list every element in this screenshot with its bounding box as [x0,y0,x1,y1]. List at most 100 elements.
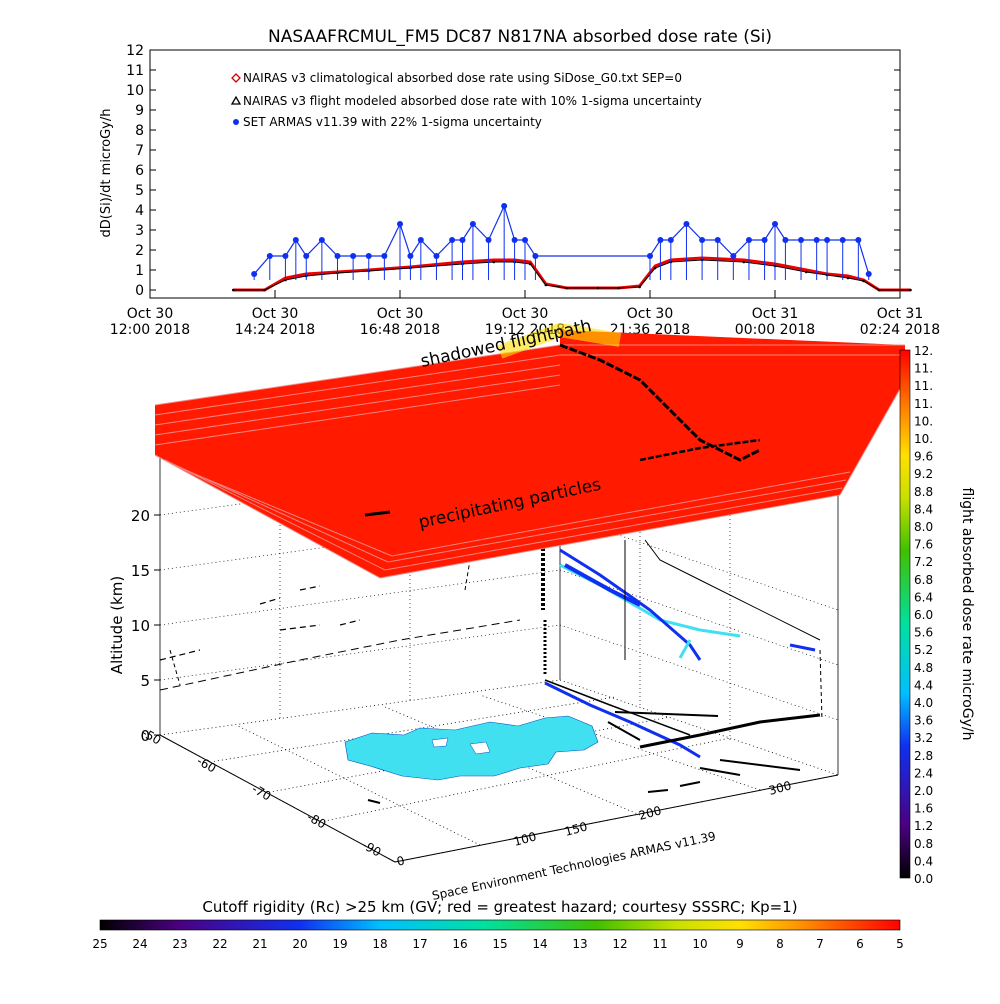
colorbar-bottom-tick-label: 20 [292,937,307,951]
y-tick-label: 8 [135,123,144,139]
altitude-tick-labels: 0 5 10 15 20 [131,507,160,745]
chart-title: NASAAFRCMUL_FM5 DC87 N817NA absorbed dos… [268,27,772,47]
altitude-tick-label: 15 [131,562,150,580]
armas-point [683,221,690,227]
series-layer [232,203,912,292]
colorbar-bottom: Cutoff rigidity (Rc) >25 km (GV; red = g… [92,898,903,951]
x-tick-label-time: 12:00 2018 [110,322,190,338]
colorbar-bottom-tick-label: 13 [572,937,587,951]
legend-entry-climatological: NAIRAS v3 climatological absorbed dose r… [231,71,682,85]
armas-point [318,237,325,243]
y-tick-label: 1 [135,263,144,279]
colorbar-right-tick-label: 4.8 [914,661,933,675]
y-tick-label: 12 [126,43,144,59]
y-tick-label: 3 [135,223,144,239]
armas-point [511,237,518,243]
annotation-credit: Space Environment Technologies ARMAS v11… [431,829,717,903]
legend: NAIRAS v3 climatological absorbed dose r… [230,71,702,129]
armas-point [407,253,414,259]
x-tick-label-time: 14:24 2018 [235,322,315,338]
armas-point [745,237,752,243]
colorbar-right-tick-label: 8.4 [914,502,933,516]
colorbar-right-tick-label: 2.0 [914,784,933,798]
y-tick-label: 2 [135,243,144,259]
longitude-tick-label: 100 [512,829,538,848]
legend-label-climatological: NAIRAS v3 climatological absorbed dose r… [243,71,682,85]
colorbar-bottom-ticks: 25 24 23 22 21 20 19 18 17 16 15 14 13 12 11 10 9 8 7 6 5 [92,937,903,951]
colorbar-bottom-tick-label: 14 [532,937,547,951]
x-tick-label-date: Oct 31 [752,306,798,322]
x-tick-label-date: Oct 30 [377,306,423,322]
armas-point [772,221,778,227]
armas-point [522,237,528,243]
armas-point [532,253,539,259]
series-flight-modeled-point [653,266,657,270]
latitude-tick-label: -90 [360,838,384,860]
series-flight-modeled-point [232,288,235,292]
armas-point [282,253,289,259]
y-tick-label: 11 [126,63,144,79]
colorbar-bottom-tick-label: 10 [692,937,707,951]
armas-point [334,253,341,259]
series-flight-modeled-point [544,283,548,287]
armas-point [266,253,273,259]
series-climatological-line [233,256,911,292]
longitude-tick-label: 300 [767,778,793,797]
colorbar-right-tick-label: 12. [914,344,933,358]
armas-point [667,237,674,243]
colorbar-bottom-tick-label: 22 [212,937,227,951]
colorbar-bottom-tick-label: 21 [252,937,267,951]
colorbar-right-tick-label: 11. [914,379,933,393]
armas-point [714,237,721,243]
colorbar-right-ticks: 0.0 0.4 0.8 1.2 1.6 2.0 2.4 2.8 3.2 3.6 4.0 4.4 4.8 5… [914,344,933,886]
longitude-tick-label: 200 [637,803,663,822]
armas-point [251,271,258,277]
armas-point [865,271,872,277]
colorbar-right-tick-label: 6.0 [914,608,933,622]
y-tick-label: 7 [135,143,144,159]
y-tick-label: 9 [135,103,144,119]
colorbar-right-tick-label: 5.6 [914,626,933,640]
armas-point [657,237,664,243]
series-flight-modeled-line [233,259,911,291]
colorbar-right-tick-label: 7.2 [914,555,933,569]
series-flight-modeled-point [528,262,532,266]
series-flight-modeled-point [596,286,600,290]
colorbar-right-gradient [899,349,911,879]
armas-point [699,237,706,243]
x-tick-label-time: 16:48 2018 [360,322,440,338]
series-flight-modeled-point [862,279,865,283]
armas-point [730,253,737,259]
armas-point [485,237,492,243]
colorbar-right-tick-label: 11. [914,397,933,411]
x-tick-label-date: Oct 31 [877,306,923,322]
armas-point [350,253,357,259]
armas-point [381,253,388,259]
series-flight-modeled-point [742,260,746,264]
series-flight-modeled-point [565,286,568,290]
series-climatological-point [492,258,496,262]
colorbar-right-tick-label: 2.4 [914,766,933,780]
colorbar-right-tick-label: 4.4 [914,678,933,692]
armas-point [813,237,820,243]
dot-marker-icon [233,119,239,125]
armas-point [839,237,846,243]
series-flight-modeled-point [909,288,912,292]
colorbar-right-tick-label: 10. [914,432,933,446]
armas-point [798,237,805,243]
colorbar-bottom-tick-label: 9 [736,937,744,951]
colorbar-right-tick-label: 2.8 [914,749,933,763]
precipitating-particle-layer [154,322,906,579]
colorbar-bottom-tick-label: 19 [332,937,347,951]
x-tick-label-date: Oct 30 [627,306,673,322]
colorbar-right-tick-label: 0.4 [914,854,933,868]
armas-point [761,237,768,243]
colorbar-right-tick-label: 0.8 [914,837,933,851]
x-tick-label-date: Oct 30 [127,306,173,322]
colorbar-right-tick-label: 0.0 [914,872,933,886]
colorbar-bottom-tick-label: 8 [776,937,784,951]
colorbar-bottom-tick-label: 11 [652,937,667,951]
x-tick-label-date: Oct 30 [502,306,548,322]
